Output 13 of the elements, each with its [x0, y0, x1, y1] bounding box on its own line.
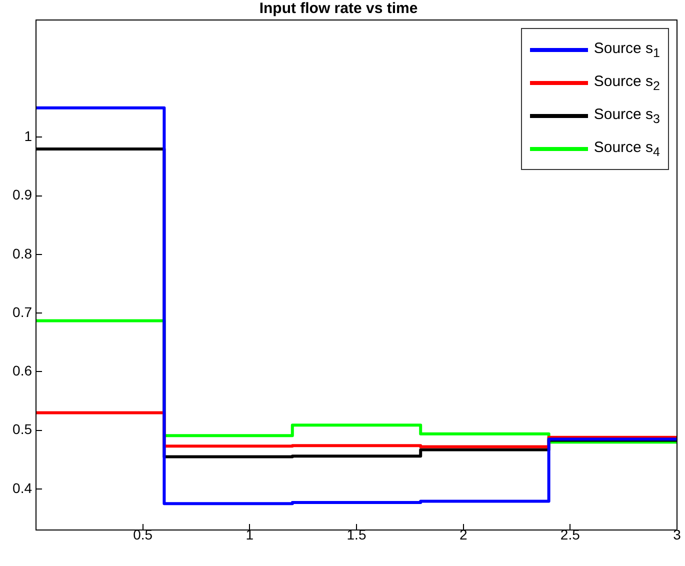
y-tick-label: 0.9 [12, 186, 32, 203]
x-tick-label: 1 [246, 526, 254, 542]
y-tick-label: 0.6 [12, 362, 32, 379]
chart-title: Input flow rate vs time [259, 0, 418, 18]
y-tick-label: 0.8 [12, 245, 32, 262]
y-tick-label: 0.5 [12, 421, 32, 438]
legend-label: Source s$_{3}$ [594, 106, 660, 126]
legend-label: Source s$_{1}$ [594, 40, 660, 60]
y-tick-label: 0.7 [12, 304, 32, 320]
legend-label: Source s$_{2}$ [594, 72, 660, 92]
legend-label: Source s$_{4}$ [594, 138, 660, 158]
y-tick-label: 1 [24, 128, 32, 144]
y-tick-label: 0.4 [12, 480, 32, 496]
